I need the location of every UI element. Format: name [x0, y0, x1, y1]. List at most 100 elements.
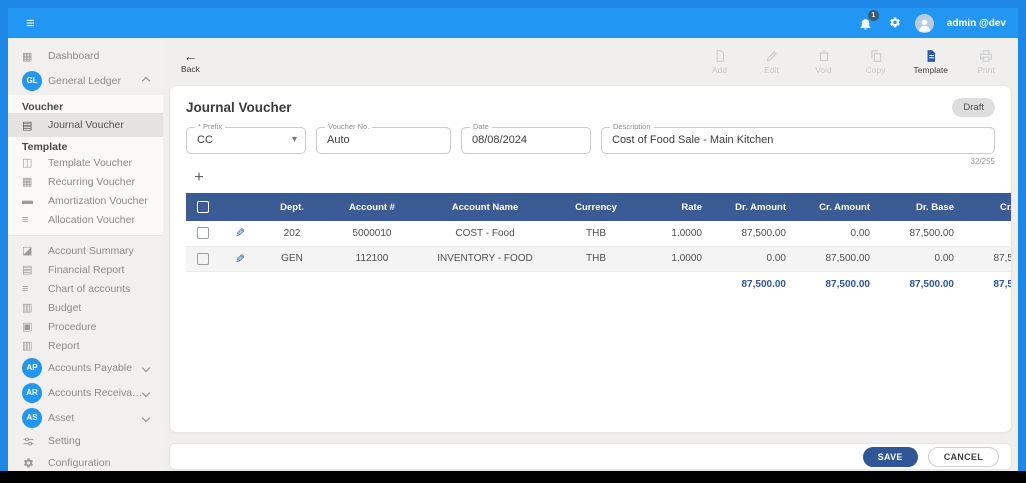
sidebar-item-amortization-voucher[interactable]: ▬ Amortization Voucher: [22, 194, 148, 207]
bell-icon: [860, 18, 871, 30]
chevron-down-icon: [141, 363, 151, 372]
voucher-no-field[interactable]: Voucher No. Auto: [316, 122, 451, 154]
sidebar-item-financial-report[interactable]: ▤ Financial Report: [22, 263, 125, 277]
totals-row: 87,500.00 87,500.00 87,500.00 87,500.00: [186, 271, 1012, 297]
sidebar-item-accounts-receivable[interactable]: AR Accounts Receivable: [8, 380, 163, 405]
back-arrow-icon: ←: [183, 47, 198, 64]
top-bar: ≡ 1 admin @dev: [8, 8, 1018, 38]
col-currency: Currency: [550, 193, 642, 221]
total-cr-amount: 87,500.00: [825, 278, 871, 290]
add-document-icon: [716, 49, 724, 62]
sidebar-item-chart-of-accounts[interactable]: ≡ Chart of accounts: [22, 282, 131, 295]
dashboard-icon: ▦: [22, 50, 33, 63]
sidebar-item-configuration[interactable]: Configuration: [8, 452, 163, 471]
table-row: ✎ GEN 112100 INVENTORY - FOOD THB 1.0000…: [186, 246, 1011, 272]
print-button[interactable]: Print: [972, 49, 1000, 75]
sidebar-item-recurring-voucher[interactable]: ▦ Recurring Voucher: [22, 175, 135, 189]
sidebar-item-account-summary[interactable]: ◪ Account Summary: [22, 244, 134, 258]
description-char-counter: 32/255: [970, 157, 995, 166]
chart-of-accounts-icon: ≡: [22, 282, 29, 295]
main-content: ← Back Add Edit: [163, 38, 1018, 471]
col-rate: Rate: [642, 193, 714, 221]
table-row: ✎ 202 5000010 COST - Food THB 1.0000 87,…: [186, 221, 1011, 247]
col-dr-amount: Dr. Amount: [714, 193, 798, 221]
account-summary-icon: ◪: [22, 245, 33, 257]
user-icon: [918, 19, 930, 32]
edit-pencil-icon: [766, 50, 777, 61]
sidebar-item-procedure[interactable]: ▣ Procedure: [22, 320, 97, 334]
edit-button[interactable]: Edit: [758, 49, 786, 75]
journal-voucher-icon: ▤: [22, 119, 33, 132]
notification-badge: 1: [867, 10, 879, 21]
template-section-label: Template: [22, 141, 68, 153]
journal-voucher-card: Journal Voucher Draft * Prefix CC ▾ Vouc…: [169, 85, 1012, 433]
total-dr-amount: 87,500.00: [741, 278, 787, 290]
gear-icon[interactable]: [888, 16, 902, 30]
edit-row-icon[interactable]: ✎: [234, 226, 246, 241]
cancel-button[interactable]: CANCEL: [927, 446, 999, 467]
procedure-icon: ▣: [22, 321, 33, 333]
allocation-voucher-icon: ≡: [22, 213, 29, 226]
notifications-button[interactable]: 1: [857, 10, 879, 32]
col-account-name: Account Name: [420, 193, 550, 221]
sidebar-item-dashboard[interactable]: ▦ Dashboard: [22, 50, 100, 63]
template-document-icon: [927, 49, 935, 62]
trash-icon: [818, 50, 829, 61]
table-header-row: Dept. Account # Account Name Currency Ra…: [186, 193, 1011, 221]
recurring-voucher-icon: ▦: [22, 176, 33, 188]
chevron-down-icon: [141, 388, 151, 397]
actions-row: ← Back Add Edit: [169, 38, 1012, 85]
menu-icon[interactable]: ≡: [26, 14, 35, 32]
total-dr-base: 87,500.00: [909, 278, 955, 290]
date-field[interactable]: Date 08/08/2024: [461, 122, 591, 154]
description-field[interactable]: Description Cost of Food Sale - Main Kit…: [601, 122, 995, 154]
financial-report-icon: ▤: [22, 264, 33, 276]
asset-badge: AS: [22, 407, 42, 428]
prefix-select[interactable]: * Prefix CC ▾: [186, 122, 306, 154]
sidebar-item-template-voucher[interactable]: ◫ Template Voucher: [22, 156, 133, 170]
save-button[interactable]: SAVE: [862, 446, 918, 467]
col-account: Account #: [324, 193, 420, 221]
printer-icon: [980, 49, 992, 62]
bottom-strip: [0, 471, 1026, 483]
page-title: Journal Voucher: [186, 100, 292, 115]
sidebar-item-journal-voucher[interactable]: ▤ Journal Voucher: [8, 113, 163, 137]
footer-bar: SAVE CANCEL: [169, 443, 1012, 470]
general-ledger-badge: GL: [22, 70, 42, 91]
sidebar-item-general-ledger[interactable]: GL General Ledger: [8, 68, 163, 93]
dropdown-caret-icon: ▾: [291, 134, 297, 145]
add-line-button[interactable]: +: [194, 169, 204, 186]
copy-icon: [870, 49, 881, 62]
sidebar-item-allocation-voucher[interactable]: ≡ Allocation Voucher: [22, 213, 135, 226]
col-dept: Dept.: [260, 193, 324, 221]
col-cr-base: Cr. Base: [966, 193, 1011, 221]
report-icon: ▥: [22, 340, 33, 352]
accounts-receivable-badge: AR: [22, 382, 42, 403]
back-button[interactable]: ← Back: [181, 47, 200, 74]
template-voucher-icon: ◫: [22, 157, 33, 169]
sidebar-item-report[interactable]: ▥ Report: [22, 339, 80, 353]
gear-icon: [23, 457, 34, 468]
avatar[interactable]: [914, 13, 934, 33]
user-name[interactable]: admin @dev: [946, 17, 1006, 29]
voucher-section-label: Voucher: [22, 101, 64, 113]
chevron-up-icon: [141, 76, 151, 85]
sidebar-item-asset[interactable]: AS Asset: [8, 405, 163, 430]
col-dr-base: Dr. Base: [882, 193, 966, 221]
row-checkbox[interactable]: [197, 252, 209, 265]
accounts-payable-badge: AP: [22, 357, 42, 378]
sidebar-item-budget[interactable]: ▥ Budget: [22, 301, 82, 315]
app-window: ≡ 1 admin @dev ▦ Dashboard: [8, 8, 1018, 471]
edit-row-icon[interactable]: ✎: [234, 251, 246, 266]
void-button[interactable]: Void: [810, 49, 838, 75]
budget-icon: ▥: [22, 302, 33, 314]
sidebar-item-accounts-payable[interactable]: AP Accounts Payable: [8, 355, 163, 380]
voucher-lines-table: Dept. Account # Account Name Currency Ra…: [186, 193, 1012, 297]
row-checkbox[interactable]: [197, 227, 209, 240]
select-all-checkbox[interactable]: [197, 201, 209, 213]
template-button[interactable]: Template: [914, 49, 948, 75]
add-button[interactable]: Add: [706, 49, 734, 75]
sidebar-item-setting[interactable]: Setting: [8, 430, 163, 452]
copy-button[interactable]: Copy: [862, 49, 890, 75]
